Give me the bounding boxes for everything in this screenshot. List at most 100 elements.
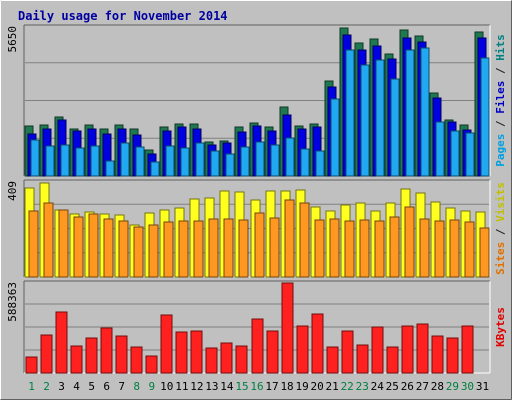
x-tick-label: 19 (295, 380, 308, 393)
series-sites (28, 199, 490, 278)
bar-pages-day-11 (180, 147, 190, 177)
bar-pages-day-24 (375, 59, 385, 177)
bar-kbytes-day-18 (281, 282, 294, 374)
bar-kbytes-day-23 (356, 344, 369, 374)
bar-sites-day-11 (178, 220, 189, 278)
bar-pages-day-17 (270, 144, 280, 177)
bar-kbytes-day-25 (386, 346, 399, 374)
bar-sites-day-14 (223, 218, 234, 278)
bar-sites-day-13 (208, 218, 219, 278)
x-tick-label: 5 (88, 380, 95, 393)
bar-kbytes-day-16 (251, 318, 264, 374)
bar-kbytes-day-10 (160, 314, 173, 374)
bar-pages-day-12 (195, 142, 205, 177)
bar-kbytes-day-24 (371, 326, 384, 374)
bar-pages-day-20 (315, 150, 325, 177)
bar-pages-day-8 (135, 146, 145, 177)
x-tick-label: 11 (175, 380, 188, 393)
x-tick-label: 29 (446, 380, 459, 393)
x-tick-label: 2 (43, 380, 50, 393)
series-kbytes (25, 282, 474, 374)
bar-sites-day-16 (254, 212, 265, 278)
bar-sites-day-21 (329, 218, 340, 278)
x-tick-label: 25 (386, 380, 399, 393)
y-axis-label-part: Pages (494, 134, 507, 167)
bar-pages-day-5 (90, 145, 100, 177)
bar-sites-day-8 (133, 226, 144, 278)
x-tick-label: 15 (235, 380, 248, 393)
bar-pages-day-2 (45, 145, 55, 177)
panel-volume: 588363 KBytes (6, 280, 507, 374)
bar-pages-day-3 (60, 144, 70, 177)
x-tick-label: 16 (250, 380, 263, 393)
x-tick-label: 14 (220, 380, 234, 393)
bar-sites-day-30 (464, 221, 475, 278)
bar-pages-day-30 (465, 132, 475, 177)
x-tick-label: 6 (103, 380, 110, 393)
y-axis-label-part: / (494, 61, 507, 81)
bar-pages-day-19 (300, 148, 310, 177)
x-tick-label: 13 (205, 380, 218, 393)
y-axis-label-part: / (494, 222, 507, 242)
bar-sites-day-27 (419, 218, 430, 278)
bar-sites-day-24 (374, 220, 385, 278)
bar-sites-day-26 (404, 206, 415, 278)
bar-pages-day-15 (240, 146, 250, 177)
y-max-label: 588363 (6, 282, 19, 322)
x-tick-label: 21 (326, 380, 339, 393)
bar-kbytes-day-22 (341, 330, 354, 374)
series-pages (30, 47, 490, 177)
x-tick-label: 9 (148, 380, 155, 393)
y-axis-label-part: Hits (494, 34, 507, 61)
bar-pages-day-16 (255, 141, 265, 177)
x-tick-label: 8 (133, 380, 140, 393)
bar-pages-day-9 (150, 161, 160, 177)
bar-sites-day-22 (344, 220, 355, 278)
bar-kbytes-day-27 (416, 323, 429, 374)
y-axis-series-label: Pages / Files / Hits (494, 34, 507, 167)
bar-kbytes-day-1 (25, 356, 38, 374)
bar-sites-day-20 (314, 219, 325, 278)
bar-kbytes-day-12 (190, 330, 203, 374)
bar-kbytes-day-2 (40, 334, 53, 374)
bar-sites-day-3 (58, 209, 69, 278)
y-axis-label-part: / (494, 114, 507, 134)
bar-sites-day-1 (28, 210, 39, 278)
bar-kbytes-day-3 (55, 311, 68, 374)
bar-kbytes-day-8 (130, 346, 143, 374)
bar-kbytes-day-6 (100, 327, 113, 374)
bar-sites-day-23 (359, 219, 370, 278)
bar-kbytes-day-9 (145, 355, 158, 374)
x-tick-label: 22 (341, 380, 354, 393)
bar-sites-day-10 (163, 221, 174, 278)
x-tick-label: 7 (118, 380, 125, 393)
y-axis-series-label: Sites / Visits (494, 182, 507, 275)
bar-pages-day-4 (75, 147, 85, 177)
bar-pages-day-29 (450, 130, 460, 177)
bar-kbytes-day-14 (220, 342, 233, 374)
bar-kbytes-day-19 (296, 325, 309, 374)
x-tick-label: 17 (265, 380, 278, 393)
bar-kbytes-day-20 (311, 313, 324, 374)
bar-pages-day-25 (390, 78, 400, 177)
bar-kbytes-day-15 (235, 345, 248, 374)
bar-sites-day-6 (103, 218, 114, 278)
bar-sites-day-5 (88, 213, 99, 278)
x-tick-label: 23 (356, 380, 369, 393)
bar-kbytes-day-29 (446, 337, 459, 374)
x-tick-label: 30 (461, 380, 474, 393)
bar-pages-day-7 (120, 142, 130, 177)
bar-sites-day-7 (118, 220, 129, 278)
y-max-label: 5650 (6, 26, 19, 53)
bar-sites-day-9 (148, 224, 159, 278)
bar-kbytes-day-4 (70, 345, 83, 374)
chart-panels: 5650 Pages / Files / Hits 409 Sites / Visit… (6, 24, 507, 374)
bar-sites-day-28 (434, 220, 445, 278)
bar-pages-day-21 (330, 98, 340, 177)
bar-pages-day-28 (435, 121, 445, 177)
y-axis-label-part: KBytes (494, 307, 507, 347)
bar-sites-day-12 (193, 220, 204, 278)
bar-kbytes-day-11 (175, 331, 188, 374)
chart-title: Daily usage for November 2014 (18, 9, 228, 23)
